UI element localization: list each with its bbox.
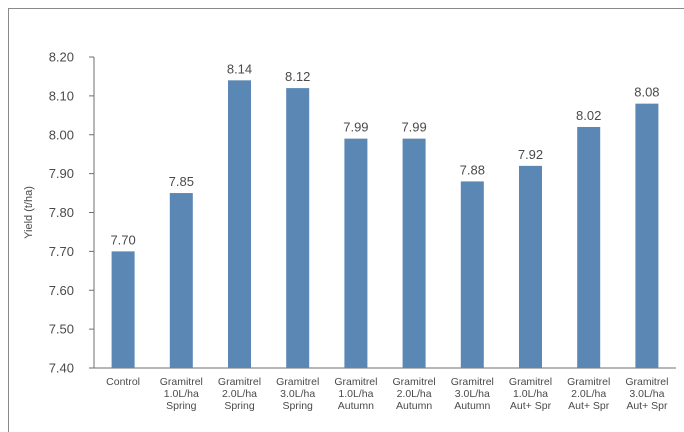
y-tick-label: 7.70 (49, 244, 74, 259)
data-label: 8.08 (634, 85, 659, 100)
data-label: 8.02 (576, 108, 601, 123)
bar (460, 181, 484, 368)
bar (228, 80, 251, 368)
data-labels: 7.70 7.85 8.14 8.12 7.99 7.99 7.88 7.92 8.02 8.08 (110, 61, 659, 247)
x-category-label: Gramitrel 1.0L/ha Autumn (334, 376, 377, 412)
y-tick-label: 8.20 (49, 50, 74, 65)
y-tick-label: 7.50 (49, 322, 74, 337)
bar (344, 138, 368, 368)
x-category-label: Gramitrel 1.0L/ha Aut+ Spr (509, 376, 552, 412)
data-label: 7.88 (460, 162, 485, 177)
data-label: 7.99 (401, 120, 426, 135)
data-label: 7.85 (169, 174, 194, 189)
bar (519, 165, 542, 368)
data-label: 8.12 (285, 69, 310, 84)
x-category-label: Gramitrel 3.0L/ha Aut+ Spr (625, 376, 668, 412)
y-tick-label: 8.10 (49, 88, 74, 103)
y-axis-title: Yield (t/ha) (23, 186, 35, 239)
data-label: 7.70 (110, 232, 135, 247)
bar (635, 103, 659, 369)
bar (169, 193, 193, 368)
y-tick-label: 7.40 (49, 361, 74, 376)
data-label: 7.99 (343, 120, 368, 135)
y-tick-label: 8.00 (49, 127, 74, 142)
x-category-label: Gramitrel 3.0L/ha Spring (276, 376, 319, 412)
y-tick-label: 7.90 (49, 166, 74, 181)
bar (402, 138, 426, 368)
bar (286, 88, 310, 368)
x-category-labels: Control Gramitrel 1.0L/ha Spring Gramitrel 2.… (106, 376, 668, 412)
y-tick-label: 7.80 (49, 205, 74, 220)
bars (111, 80, 659, 369)
x-category-label: Control (106, 376, 140, 388)
x-category-label: Gramitrel 2.0L/ha Aut+ Spr (567, 376, 610, 412)
y-ticks: 7.40 7.50 7.60 7.70 7.80 7.90 8.00 8.10 8.20 (49, 50, 94, 376)
data-label: 7.92 (518, 147, 543, 162)
x-category-label: Gramitrel 1.0L/ha Spring (160, 376, 203, 412)
bar (111, 251, 135, 368)
x-category-label: Gramitrel 2.0L/ha Spring (218, 376, 261, 412)
data-label: 8.14 (227, 61, 252, 76)
x-category-label: Gramitrel 3.0L/ha Autumn (451, 376, 494, 412)
bar (577, 126, 601, 368)
y-tick-label: 7.60 (49, 283, 74, 298)
x-category-label: Gramitrel 2.0L/ha Autumn (393, 376, 436, 412)
